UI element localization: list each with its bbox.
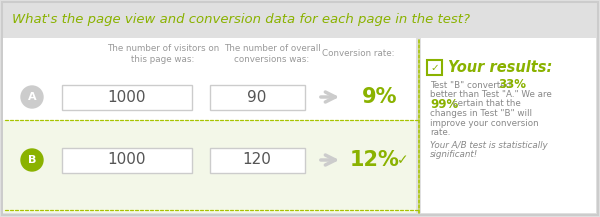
Text: 1000: 1000 (108, 89, 146, 105)
Text: Your results:: Your results: (448, 59, 553, 74)
FancyBboxPatch shape (210, 85, 305, 110)
Text: Test "B" converted: Test "B" converted (430, 81, 514, 89)
Text: 99%: 99% (430, 97, 458, 110)
Text: B: B (28, 155, 36, 165)
Text: What's the page view and conversion data for each page in the test?: What's the page view and conversion data… (12, 13, 470, 26)
FancyBboxPatch shape (421, 38, 596, 213)
Text: A: A (28, 92, 37, 102)
Text: ✓: ✓ (430, 62, 439, 72)
Text: certain that the: certain that the (450, 100, 521, 108)
FancyBboxPatch shape (3, 38, 416, 213)
Text: The number of visitors on
this page was:: The number of visitors on this page was: (107, 44, 219, 64)
Text: 1000: 1000 (108, 153, 146, 168)
Text: 33%: 33% (498, 79, 526, 92)
FancyBboxPatch shape (62, 148, 192, 173)
FancyBboxPatch shape (2, 2, 598, 215)
Text: better than Test "A." We are: better than Test "A." We are (430, 90, 552, 99)
Text: rate.: rate. (430, 128, 451, 137)
Text: ✓: ✓ (397, 153, 409, 167)
Text: 9%: 9% (362, 87, 398, 107)
Text: significant!: significant! (430, 150, 478, 159)
Text: 120: 120 (242, 153, 271, 168)
FancyBboxPatch shape (3, 120, 416, 213)
Circle shape (21, 86, 43, 108)
Text: Your A/B test is statistically: Your A/B test is statistically (430, 140, 548, 150)
FancyBboxPatch shape (210, 148, 305, 173)
FancyBboxPatch shape (62, 85, 192, 110)
Text: Conversion rate:: Conversion rate: (322, 49, 394, 59)
Text: 12%: 12% (350, 150, 400, 170)
Circle shape (21, 149, 43, 171)
Text: 90: 90 (247, 89, 266, 105)
Text: changes in Test "B" will: changes in Test "B" will (430, 109, 532, 118)
FancyBboxPatch shape (427, 60, 442, 75)
Text: The number of overall
conversions was:: The number of overall conversions was: (224, 44, 320, 64)
Text: improve your conversion: improve your conversion (430, 118, 539, 128)
